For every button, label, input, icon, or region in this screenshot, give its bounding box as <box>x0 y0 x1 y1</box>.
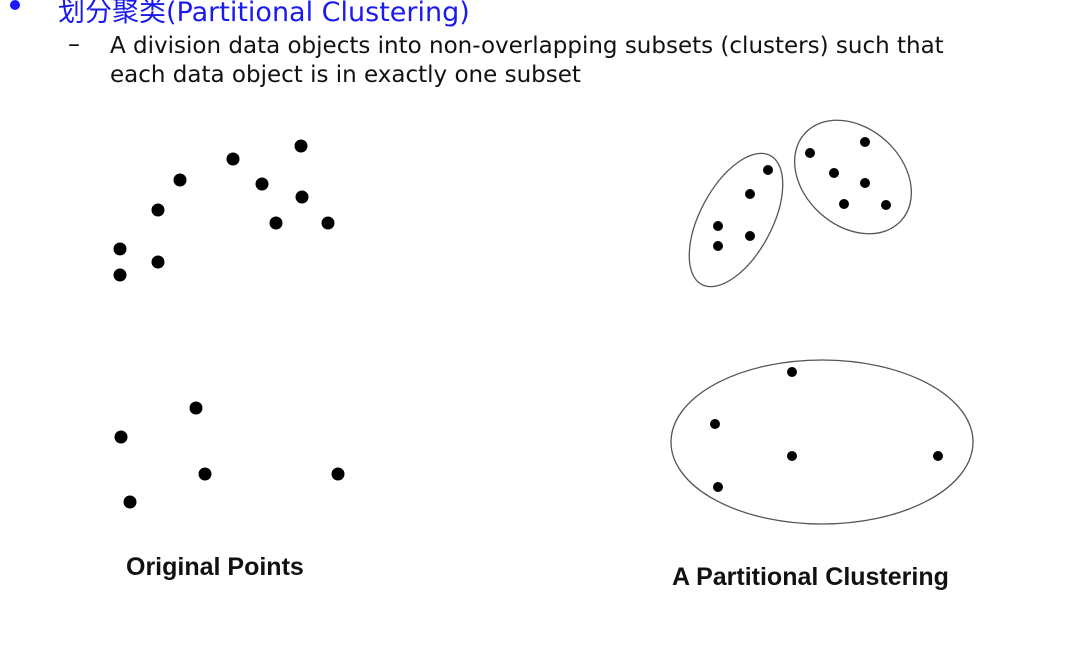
point <box>189 401 203 415</box>
point <box>860 178 870 188</box>
point <box>839 199 849 209</box>
point <box>321 216 335 230</box>
clustered-points <box>710 137 943 492</box>
slide-heading: 划分聚类(Partitional Clustering) <box>58 0 470 28</box>
point <box>331 467 345 481</box>
point <box>226 152 240 166</box>
bullet-icon <box>10 0 20 10</box>
point <box>805 148 815 158</box>
point <box>713 482 723 492</box>
partitional-clustering-caption: A Partitional Clustering <box>672 563 949 591</box>
point <box>123 495 137 509</box>
cluster-ellipse <box>670 359 974 525</box>
original-points <box>113 139 345 509</box>
point <box>113 242 127 256</box>
point <box>787 451 797 461</box>
point <box>198 467 212 481</box>
point <box>173 173 187 187</box>
point <box>881 200 891 210</box>
point <box>713 241 723 251</box>
point <box>713 221 723 231</box>
point <box>745 189 755 199</box>
point <box>763 165 773 175</box>
point <box>151 203 165 217</box>
original-points-caption: Original Points <box>126 553 304 581</box>
point <box>829 168 839 178</box>
subpoint-text: A division data objects into non-overlap… <box>110 32 1030 90</box>
point <box>255 177 269 191</box>
subpoint-line-2: each data object is in exactly one subse… <box>110 62 581 88</box>
point <box>745 231 755 241</box>
point <box>295 190 309 204</box>
point <box>933 451 943 461</box>
subpoint-line-1: A division data objects into non-overlap… <box>110 33 944 59</box>
point <box>269 216 283 230</box>
point <box>294 139 308 153</box>
point <box>151 255 165 269</box>
dash-bullet-icon: – <box>68 30 80 58</box>
point <box>114 430 128 444</box>
point <box>710 419 720 429</box>
cluster-outlines <box>670 119 974 525</box>
cluster-ellipse <box>793 119 913 235</box>
point <box>860 137 870 147</box>
point <box>113 268 127 282</box>
cluster-ellipse <box>688 152 784 288</box>
point <box>787 367 797 377</box>
